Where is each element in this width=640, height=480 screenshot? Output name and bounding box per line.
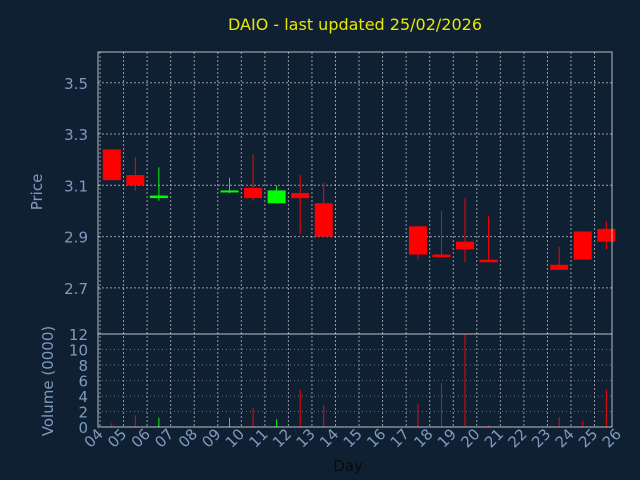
candle-body	[244, 187, 263, 199]
candle-body	[291, 193, 310, 199]
day-tick-label: 24	[552, 425, 578, 451]
volume-tick-label: 6	[78, 373, 88, 391]
day-tick-label: 25	[575, 425, 601, 451]
candle-body	[126, 175, 145, 186]
day-tick-label: 22	[504, 425, 530, 451]
day-tick-label: 19	[434, 425, 460, 451]
day-tick-label: 26	[599, 425, 625, 451]
candle-body	[456, 241, 475, 250]
volume-bars	[111, 334, 607, 427]
candle	[267, 185, 286, 204]
day-tick-label: 06	[128, 425, 154, 451]
volume-tick-label: 4	[78, 388, 88, 406]
price-tick-label: 3.3	[64, 126, 88, 144]
candles	[102, 149, 616, 270]
price-tick-label: 2.7	[64, 280, 88, 298]
day-tick-label: 23	[528, 425, 554, 451]
candle-body	[573, 231, 592, 260]
candle	[550, 246, 569, 270]
volume-tick-label: 12	[69, 326, 88, 344]
day-tick-label: 10	[222, 425, 248, 451]
day-tick-label: 13	[293, 425, 319, 451]
day-tick-labels: 0405060708091011121314151617181920212223…	[81, 425, 625, 451]
volume-tick-label: 0	[78, 419, 88, 437]
candle	[573, 231, 592, 260]
candle	[291, 175, 310, 235]
day-tick-label: 07	[151, 425, 177, 451]
candle-body	[267, 190, 286, 204]
chart-title: DAIO - last updated 25/02/2026	[228, 15, 482, 34]
candle	[102, 149, 121, 181]
day-tick-label: 14	[316, 425, 342, 451]
volume-tick-label: 10	[69, 342, 88, 360]
candle	[126, 157, 145, 191]
candle-body	[432, 254, 451, 258]
candle	[432, 210, 451, 258]
day-tick-label: 12	[269, 425, 295, 451]
day-tick-label: 16	[363, 425, 389, 451]
day-tick-label: 20	[457, 425, 483, 451]
candle-body	[597, 228, 616, 242]
x-axis-label: Day	[333, 457, 363, 475]
plot-border	[97, 51, 613, 428]
price-axis-label: Price	[28, 174, 46, 211]
candle-body	[550, 264, 569, 270]
candle	[408, 226, 427, 260]
candle	[456, 198, 475, 263]
volume-tick-label: 2	[78, 404, 88, 422]
candle	[149, 167, 168, 201]
candle	[244, 154, 263, 201]
price-tick-label: 2.9	[64, 229, 88, 247]
day-tick-label: 17	[387, 425, 413, 451]
candle-body	[149, 195, 168, 199]
day-tick-label: 15	[340, 425, 366, 451]
day-tick-label: 18	[410, 425, 436, 451]
candle-body	[479, 259, 498, 263]
candle-body	[314, 203, 333, 237]
day-tick-label: 09	[198, 425, 224, 451]
grid-lines	[98, 52, 612, 428]
candle	[479, 216, 498, 263]
candle-body	[102, 149, 121, 181]
volume-axis-label: Volume (0000)	[39, 326, 57, 436]
candle	[220, 177, 239, 193]
day-tick-label: 21	[481, 425, 507, 451]
candle-body	[408, 226, 427, 255]
price-tick-labels: 3.5 3.3 3.1 2.9 2.7	[64, 75, 88, 298]
price-tick-label: 3.1	[64, 177, 88, 195]
volume-tick-label: 8	[78, 357, 88, 375]
price-tick-label: 3.5	[64, 75, 88, 93]
day-tick-label: 05	[104, 425, 130, 451]
candle-body	[220, 190, 239, 193]
day-tick-label: 11	[245, 425, 271, 451]
candle	[597, 221, 616, 250]
day-tick-label: 08	[175, 425, 201, 451]
candle	[314, 182, 333, 237]
plot-frame	[97, 51, 613, 428]
